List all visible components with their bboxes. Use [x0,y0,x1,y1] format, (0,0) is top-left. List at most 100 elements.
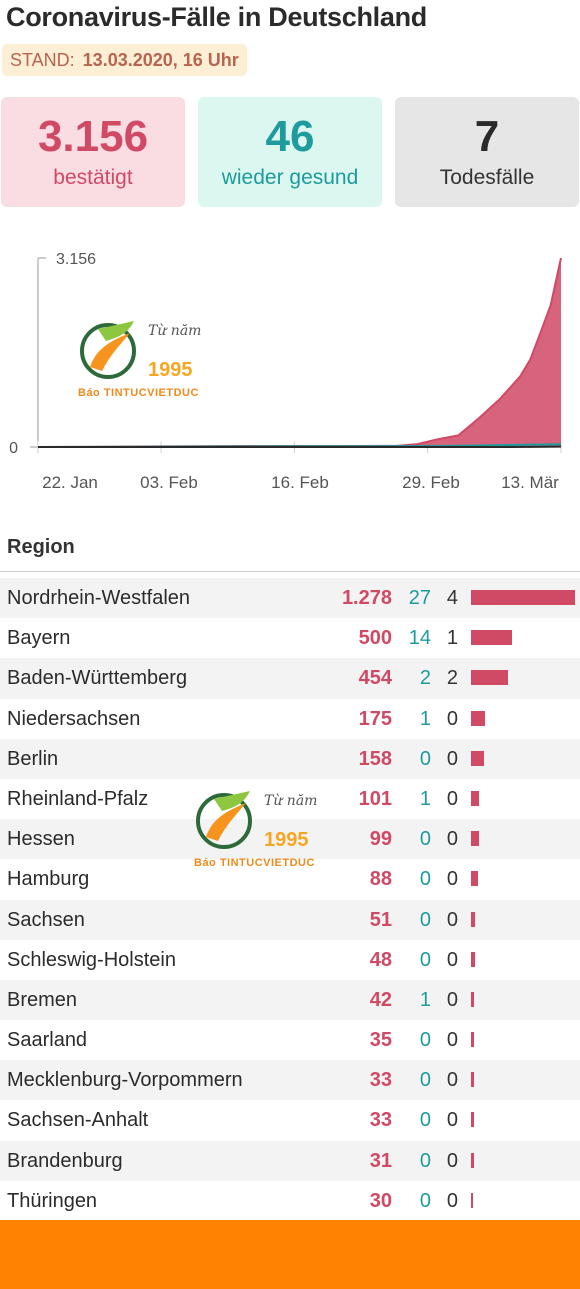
region-bar [471,1192,473,1208]
region-name: Bremen [7,988,78,1011]
x-tick-label: 29. Feb [402,473,460,492]
region-confirmed: 51 [369,908,392,931]
region-bar [471,871,478,887]
region-bar [471,670,508,686]
confirmed-card: 3.156 bestätigt [1,97,185,207]
region-bar [471,630,512,646]
table-row: Niedersachsen 175 1 0 [0,699,580,739]
table-row: Mecklenburg-Vorpommern 33 0 0 [0,1060,580,1101]
footer-bar [0,1220,580,1289]
region-recovered: 0 [419,1149,431,1172]
recovered-count: 46 [265,111,315,161]
region-deaths: 0 [446,828,458,851]
watermark-brand: Báo TINTUCVIETDUC [78,387,199,399]
region-recovered: 0 [419,1109,431,1132]
watermark-logo: Từ năm 1995 Báo TINTUCVIETDUC [76,315,206,410]
watermark-line1: Từ năm [264,793,318,809]
region-deaths: 4 [446,587,458,609]
region-name: Rheinland-Pfalz [7,787,149,810]
region-recovered: 0 [419,868,431,891]
table-row: Nordrhein-Westfalen 1.278 27 4 [0,578,580,619]
region-recovered: 2 [419,667,431,690]
region-name: Bayern [7,627,71,650]
region-bar [471,790,479,806]
region-confirmed: 30 [369,1189,392,1212]
watermark-line1: Từ năm [148,323,202,339]
region-name: Brandenburg [7,1149,123,1172]
region-deaths: 0 [446,707,458,730]
region-table: Nordrhein-Westfalen 1.278 27 4 Bayern 500 14 1 B… [0,578,580,1221]
table-row: Sachsen-Anhalt 33 0 0 [0,1100,580,1140]
region-deaths: 0 [446,1029,458,1052]
region-confirmed: 99 [369,828,392,851]
region-recovered: 14 [408,627,431,650]
watermark-brand: Báo TINTUCVIETDUC [194,857,315,869]
region-deaths: 0 [446,908,458,931]
region-recovered: 0 [419,747,431,770]
table-row: Bayern 500 14 1 [0,618,580,658]
region-bar [471,991,474,1007]
table-row: Saarland 35 0 0 [0,1020,580,1060]
table-row: Hamburg 88 0 0 [0,859,580,899]
region-bar [471,831,479,847]
y-tick-label: 3.156 [56,251,96,268]
region-bar [471,590,575,605]
stand-badge: STAND: 13.03.2020, 16 Uhr [2,44,247,76]
region-name: Baden-Württemberg [7,667,188,690]
x-tick-label: 16. Feb [271,473,329,492]
region-name: Mecklenburg-Vorpommern [7,1069,243,1092]
table-row: Baden-Württemberg 454 2 2 [0,658,580,699]
region-confirmed: 101 [358,787,392,810]
table-row: Brandenburg 31 0 0 [0,1140,580,1181]
region-deaths: 0 [446,1189,458,1212]
region-recovered: 1 [419,707,431,730]
region-deaths: 0 [446,988,458,1011]
table-row: Sachsen 51 0 0 [0,899,580,940]
region-deaths: 1 [446,627,458,650]
region-heading: Region [7,536,75,558]
region-bar [471,1032,474,1048]
region-recovered: 0 [419,908,431,931]
x-tick-label: 03. Feb [140,473,198,492]
region-recovered: 1 [419,988,431,1011]
y-tick-label: 0 [9,440,18,457]
region-name: Nordrhein-Westfalen [7,587,191,609]
recovered-card: 46 wieder gesund [198,97,382,207]
watermark-emblem-icon [196,791,252,849]
region-confirmed: 48 [369,948,392,971]
table-row: Schleswig-Holstein 48 0 0 [0,940,580,980]
stand-date: 13.03.2020, 16 Uhr [82,49,239,70]
series-area-confirmed [38,258,561,447]
region-recovered: 0 [419,1189,431,1212]
region-bar [471,911,475,927]
confirmed-count: 3.156 [37,111,149,161]
region-recovered: 0 [419,948,431,971]
region-divider [0,571,580,572]
region-confirmed: 500 [358,627,392,650]
region-name: Niedersachsen [7,707,141,730]
region-bar [471,710,485,726]
region-confirmed: 35 [369,1029,392,1052]
region-bar [471,750,484,766]
watermark-year: 1995 [264,829,309,851]
region-bar [471,1072,474,1088]
region-name: Saarland [7,1029,88,1052]
table-row: Bremen 42 1 0 [0,979,580,1021]
watermark-year: 1995 [148,359,193,381]
region-confirmed: 88 [369,868,392,891]
deaths-label: Todesfälle [439,166,535,190]
x-tick-label: 22. Jan [42,473,98,492]
region-confirmed: 1.278 [341,587,392,609]
region-deaths: 0 [446,787,458,810]
region-bar [471,1112,474,1128]
region-confirmed: 33 [369,1109,392,1132]
recovered-label: wieder gesund [221,166,359,190]
region-confirmed: 175 [358,707,392,730]
region-recovered: 0 [419,828,431,851]
table-row: Rheinland-Pfalz 101 1 0 [0,779,580,819]
table-row: Berlin 158 0 0 [0,738,580,779]
region-deaths: 0 [446,747,458,770]
region-deaths: 0 [446,1149,458,1172]
region-confirmed: 31 [369,1149,392,1172]
region-recovered: 0 [419,1069,431,1092]
